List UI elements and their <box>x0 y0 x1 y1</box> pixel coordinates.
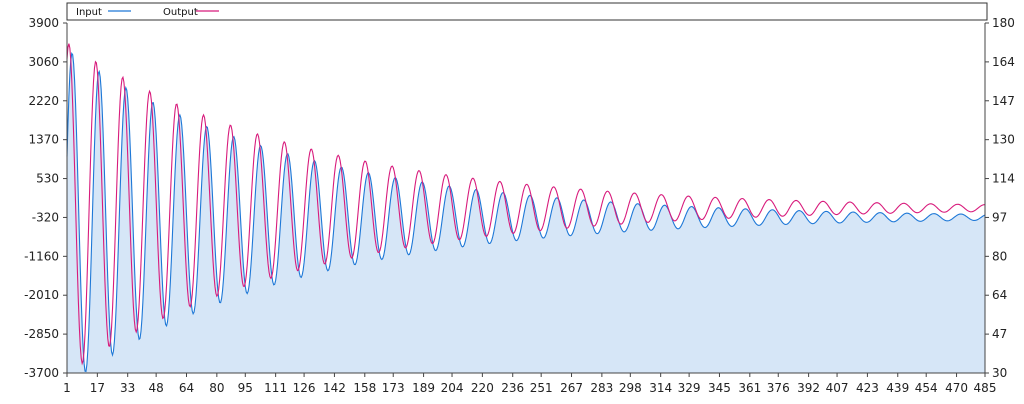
x-tick-label: 329 <box>678 381 701 395</box>
x-tick-label: 126 <box>293 381 316 395</box>
x-tick-label: 173 <box>382 381 405 395</box>
axes <box>66 23 986 374</box>
series-area-input <box>67 53 985 373</box>
left-tick-label: -3700 <box>24 366 59 380</box>
x-tick-label: 80 <box>209 381 224 395</box>
left-tick-label: 1370 <box>28 133 59 147</box>
left-tick-label: 3900 <box>28 16 59 30</box>
x-tick-label: 204 <box>441 381 464 395</box>
x-tick-label: 189 <box>412 381 435 395</box>
right-tick-label: 180 <box>992 16 1015 30</box>
x-tick-label: 470 <box>945 381 968 395</box>
legend-box <box>66 2 988 21</box>
left-tick-label: 2220 <box>28 94 59 108</box>
x-tick-label: 298 <box>619 381 642 395</box>
x-tick-label: 454 <box>915 381 938 395</box>
left-tick-label: -2850 <box>24 327 59 341</box>
x-tick-label: 376 <box>767 381 790 395</box>
right-tick-label: 114 <box>992 172 1015 186</box>
x-tick-label: 423 <box>856 381 879 395</box>
x-tick-label: 33 <box>120 381 135 395</box>
right-tick-label: 147 <box>992 94 1015 108</box>
right-axis-ticks: 180 164 147 130 114 97 80 64 47 30 <box>985 16 1015 380</box>
right-tick-label: 97 <box>992 210 1007 224</box>
series-line-output <box>66 43 986 366</box>
series-line-input <box>66 52 986 373</box>
x-tick-label: 111 <box>264 381 287 395</box>
input-area-fill <box>67 53 985 373</box>
x-tick-label: 485 <box>974 381 997 395</box>
left-tick-label: -1160 <box>24 249 59 263</box>
legend-label-output: Output <box>163 7 198 18</box>
right-tick-label: 164 <box>992 55 1015 69</box>
legend-label-input: Input <box>76 7 102 18</box>
x-tick-label: 267 <box>560 381 583 395</box>
x-tick-label: 251 <box>530 381 553 395</box>
left-tick-label: -320 <box>32 210 59 224</box>
x-tick-label: 220 <box>471 381 494 395</box>
x-tick-label: 345 <box>708 381 731 395</box>
series-lines <box>66 43 986 373</box>
x-tick-label: 158 <box>353 381 376 395</box>
x-tick-label: 95 <box>238 381 253 395</box>
x-tick-label: 361 <box>738 381 761 395</box>
x-tick-label: 1 <box>63 381 71 395</box>
legend: Input Output <box>66 2 988 21</box>
x-tick-label: 439 <box>886 381 909 395</box>
x-tick-label: 407 <box>826 381 849 395</box>
right-tick-label: 64 <box>992 288 1007 302</box>
left-tick-label: 3060 <box>28 55 59 69</box>
x-tick-label: 64 <box>179 381 194 395</box>
x-tick-label: 314 <box>649 381 672 395</box>
right-tick-label: 30 <box>992 366 1007 380</box>
left-axis-ticks: 3900 3060 2220 1370 530 -320 -1160 -2010 -2850 -3… <box>24 16 67 380</box>
x-axis-ticks: 1 17 33 48 64 80 95 111 126 142 158 173 189 204 220 236… <box>63 373 996 395</box>
x-tick-label: 142 <box>323 381 346 395</box>
right-tick-label: 80 <box>992 249 1007 263</box>
x-tick-label: 17 <box>90 381 105 395</box>
x-tick-label: 236 <box>501 381 524 395</box>
x-tick-label: 392 <box>797 381 820 395</box>
left-tick-label: 530 <box>36 172 59 186</box>
right-tick-label: 47 <box>992 327 1007 341</box>
x-tick-label: 283 <box>590 381 613 395</box>
x-tick-label: 48 <box>149 381 164 395</box>
left-tick-label: -2010 <box>24 288 59 302</box>
right-tick-label: 130 <box>992 133 1015 147</box>
